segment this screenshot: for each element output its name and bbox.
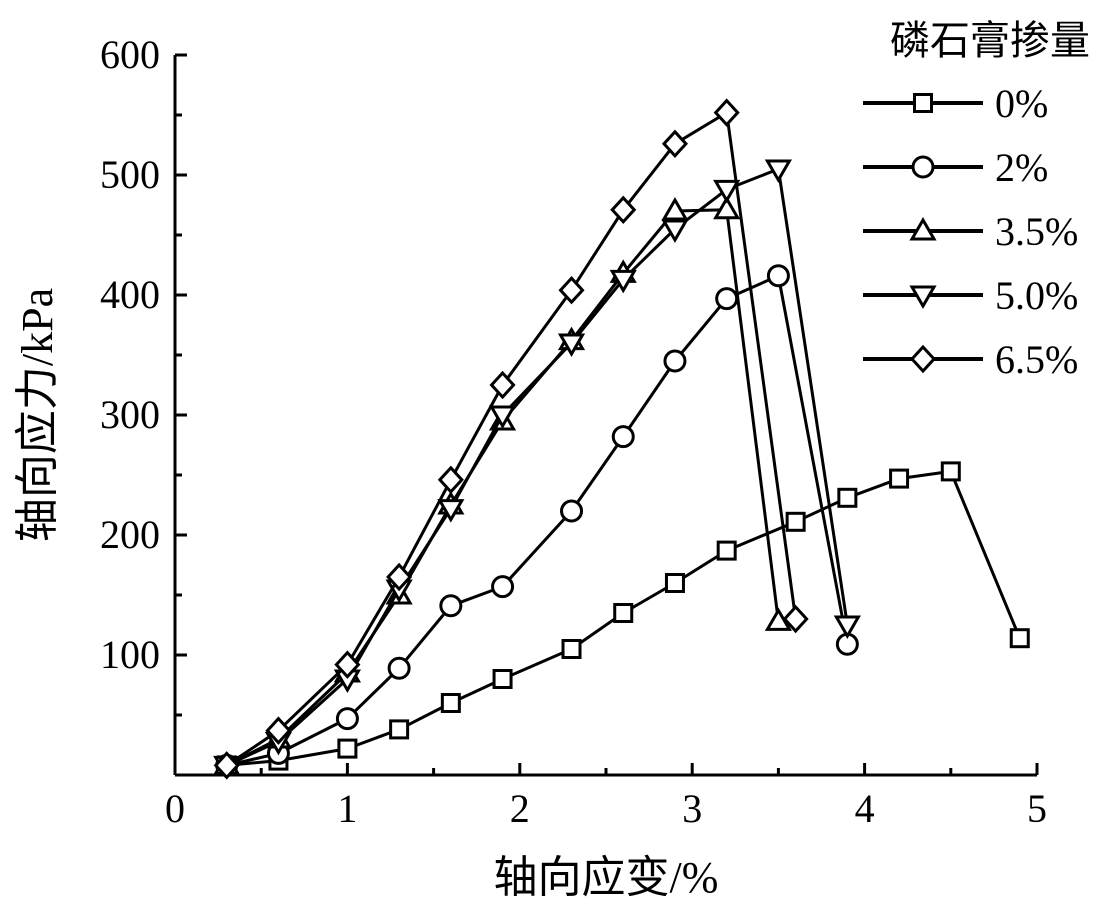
y-tick-label: 200 [100, 512, 160, 557]
legend-item: 0% [863, 81, 1048, 126]
data-point [558, 275, 585, 305]
data-point [611, 425, 635, 449]
data-point [492, 669, 513, 689]
data-point [713, 195, 741, 220]
data-point [440, 693, 461, 713]
data-point [663, 349, 687, 373]
series-group [213, 98, 1030, 780]
data-point [782, 604, 809, 634]
legend-label: 6.5% [995, 337, 1078, 382]
data-point [561, 639, 582, 659]
x-axis-title: 轴向应变/% [494, 853, 719, 902]
legend-label: 0% [995, 81, 1048, 126]
data-point [334, 650, 361, 679]
x-tick-label: 1 [337, 786, 357, 831]
x-tick-label: 4 [855, 786, 875, 831]
x-tick-label: 3 [682, 786, 702, 831]
legend-label: 3.5% [995, 209, 1078, 254]
data-point [713, 98, 740, 127]
data-point [833, 615, 861, 639]
data-point [837, 487, 858, 508]
series-4 [213, 159, 861, 780]
ticks: 0 1 2 3 4 5 100 200 300 400 500 600 [100, 32, 1047, 831]
y-tick-label: 500 [100, 152, 160, 197]
legend-item: 2% [863, 145, 1048, 190]
data-point [439, 594, 463, 618]
data-point [437, 465, 464, 495]
legend-label: 2% [995, 145, 1048, 190]
data-point [337, 738, 358, 759]
legend-item: 3.5% [863, 209, 1078, 254]
x-tick-label: 0 [165, 786, 185, 831]
y-tick-label: 600 [100, 32, 160, 77]
data-point [488, 405, 517, 429]
axes [173, 55, 1037, 777]
data-point [716, 540, 737, 561]
data-point [213, 751, 240, 780]
data-point [661, 197, 689, 221]
y-tick-label: 300 [100, 392, 160, 437]
series-1 [216, 461, 1030, 776]
data-point [661, 219, 689, 243]
legend-item: 5.0% [863, 273, 1078, 318]
data-point [387, 656, 411, 680]
data-point [766, 264, 790, 288]
series-line [226, 167, 849, 767]
data-point [664, 573, 685, 593]
data-point [889, 468, 910, 489]
y-tick-label: 400 [100, 272, 160, 317]
legend-marker [913, 93, 933, 113]
data-point [764, 159, 793, 183]
legend-marker [911, 155, 935, 179]
data-point [610, 195, 637, 225]
legend-label: 5.0% [995, 273, 1078, 318]
data-point [661, 129, 688, 159]
series-2 [215, 264, 859, 777]
data-point [609, 269, 637, 294]
data-point [389, 719, 410, 740]
y-tick-label: 100 [100, 632, 160, 677]
legend-marker [909, 217, 937, 241]
data-point [560, 499, 584, 523]
legend: 磷石膏掺量 0% 2% 3.5% 5.0% 6.5% [863, 18, 1090, 382]
series-5 [213, 98, 809, 780]
data-point [613, 603, 634, 623]
data-point [713, 179, 741, 204]
data-point [557, 333, 586, 357]
data-point [437, 499, 465, 523]
y-axis-title: 轴向应力/kPa [13, 288, 62, 542]
data-point [940, 461, 961, 482]
data-point [491, 575, 515, 599]
legend-item: 6.5% [863, 337, 1078, 382]
data-point [265, 716, 292, 745]
data-point [489, 370, 516, 400]
legend-marker [909, 285, 937, 309]
legend-marker [909, 344, 937, 374]
data-point [386, 562, 413, 592]
data-point [715, 287, 739, 311]
data-point [785, 511, 806, 532]
data-point [1009, 628, 1030, 649]
x-tick-label: 2 [510, 786, 530, 831]
legend-title: 磷石膏掺量 [890, 18, 1090, 63]
data-point [335, 707, 359, 731]
x-tick-label: 5 [1027, 786, 1047, 831]
